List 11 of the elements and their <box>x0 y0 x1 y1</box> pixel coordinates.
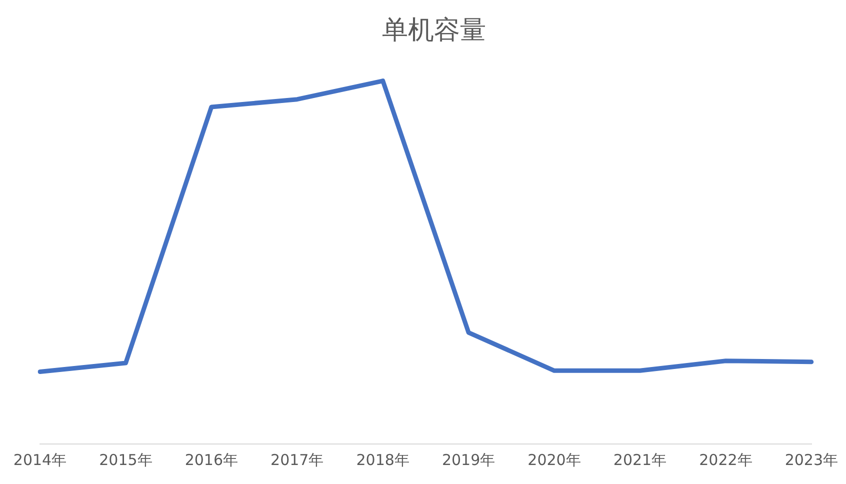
x-tick-label: 2018年 <box>356 450 410 469</box>
chart-title: 单机容量 <box>382 15 486 46</box>
x-tick-label: 2015年 <box>99 450 152 469</box>
x-tick-label: 2014年 <box>13 450 67 469</box>
x-tick-label: 2017年 <box>270 450 324 469</box>
x-tick-label: 2021年 <box>613 450 667 469</box>
x-tick-label: 2022年 <box>699 450 752 469</box>
x-tick-label: 2016年 <box>184 450 238 469</box>
x-tick-label: 2023年 <box>784 450 838 469</box>
x-tick-label: 2020年 <box>528 450 581 469</box>
x-tick-label: 2019年 <box>442 450 496 469</box>
